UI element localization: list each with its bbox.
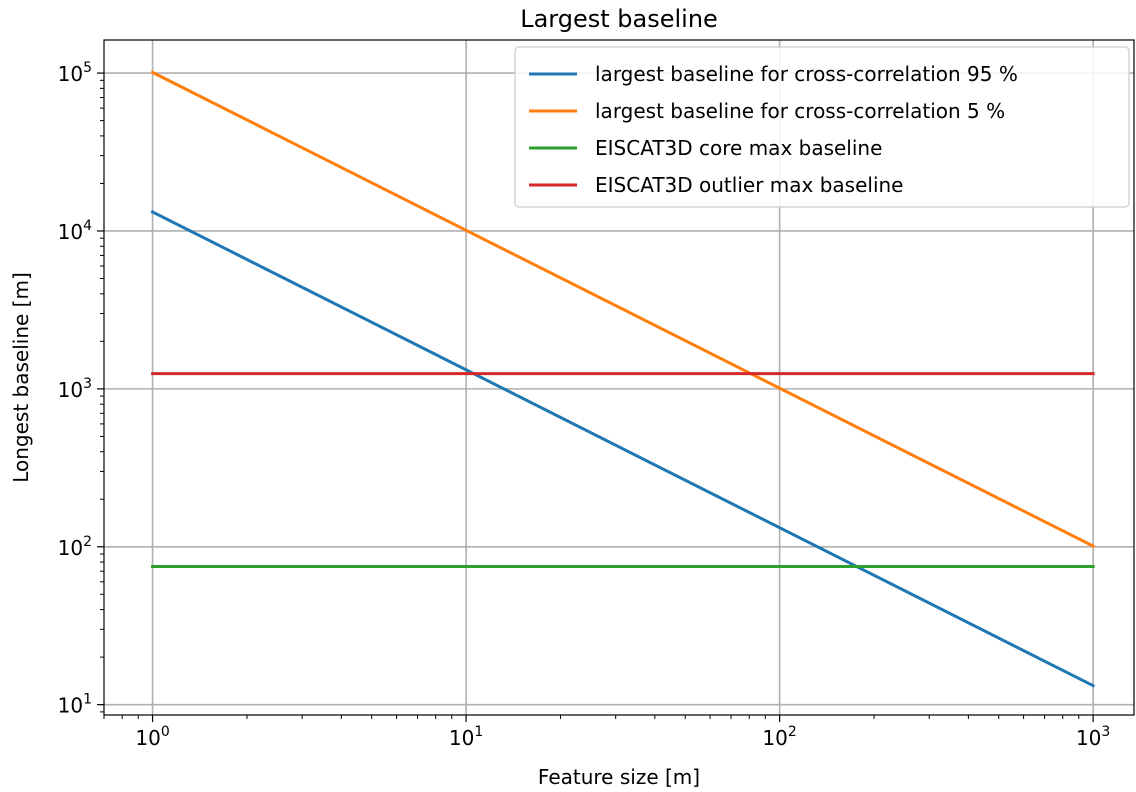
x-tick-label: 103 xyxy=(1076,724,1110,750)
y-tick-label: 104 xyxy=(58,218,92,244)
legend-box xyxy=(514,46,1130,208)
y-tick-label: 103 xyxy=(58,376,92,402)
chart-title: Largest baseline xyxy=(520,5,718,33)
y-tick-label: 101 xyxy=(58,692,92,718)
series-line-1 xyxy=(150,209,1096,688)
y-tick-label: 102 xyxy=(58,534,92,560)
y-tick-label: 105 xyxy=(58,60,92,86)
series-lines xyxy=(150,70,1096,688)
legend-label-2: largest baseline for cross-correlation 5… xyxy=(595,99,1005,123)
legend: largest baseline for cross-correlation 9… xyxy=(514,46,1130,208)
x-tick-label: 100 xyxy=(135,724,169,750)
x-tick-label: 102 xyxy=(762,724,796,750)
legend-label-4: EISCAT3D outlier max baseline xyxy=(595,173,903,197)
series-line-2 xyxy=(150,70,1096,549)
plot-frame xyxy=(103,39,1135,716)
axis-ticks: 100 101 102 103 101 102 103 104 105 xyxy=(58,60,1111,750)
x-tick-label: 101 xyxy=(449,724,483,750)
legend-label-1: largest baseline for cross-correlation 9… xyxy=(595,62,1018,86)
x-axis-label: Feature size [m] xyxy=(538,765,700,789)
y-axis-label: Longest baseline [m] xyxy=(9,272,33,483)
legend-label-3: EISCAT3D core max baseline xyxy=(595,136,882,160)
